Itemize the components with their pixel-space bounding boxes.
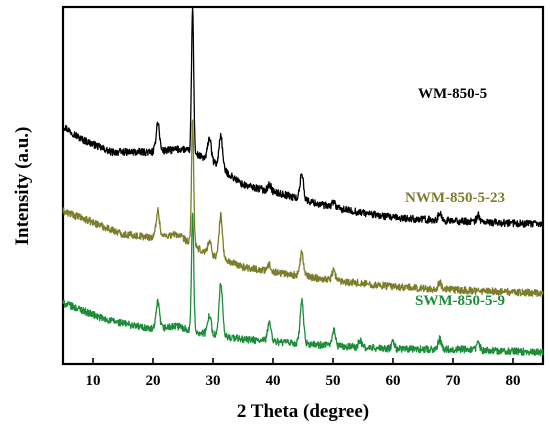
x-tick-label: 70 bbox=[446, 373, 461, 389]
x-tick-label: 20 bbox=[146, 373, 161, 389]
x-tick-label: 80 bbox=[506, 373, 521, 389]
x-ticks-group: 10 20 30 40 50 60 70 80 bbox=[86, 358, 521, 389]
series-label: SWM-850-5-9 bbox=[415, 293, 505, 309]
xrd-trace bbox=[62, 119, 544, 298]
series-label: WM-850-5 bbox=[418, 86, 487, 102]
x-tick-label: 40 bbox=[266, 373, 281, 389]
xrd-trace bbox=[62, 212, 544, 357]
x-tick-label: 30 bbox=[206, 373, 221, 389]
traces-group bbox=[62, 6, 544, 357]
xrd-trace bbox=[62, 6, 544, 228]
plot-frame bbox=[61, 5, 545, 366]
series-label: NWM-850-5-23 bbox=[405, 190, 505, 206]
y-axis-title: Intensity (a.u.) bbox=[12, 127, 33, 246]
x-tick-label: 50 bbox=[326, 373, 341, 389]
series-labels-group: WM-850-5 NWM-850-5-23 SWM-850-5-9 bbox=[405, 86, 505, 309]
x-tick-label: 60 bbox=[386, 373, 401, 389]
x-tick-label: 10 bbox=[86, 373, 101, 389]
x-axis-title: 2 Theta (degree) bbox=[237, 401, 369, 422]
